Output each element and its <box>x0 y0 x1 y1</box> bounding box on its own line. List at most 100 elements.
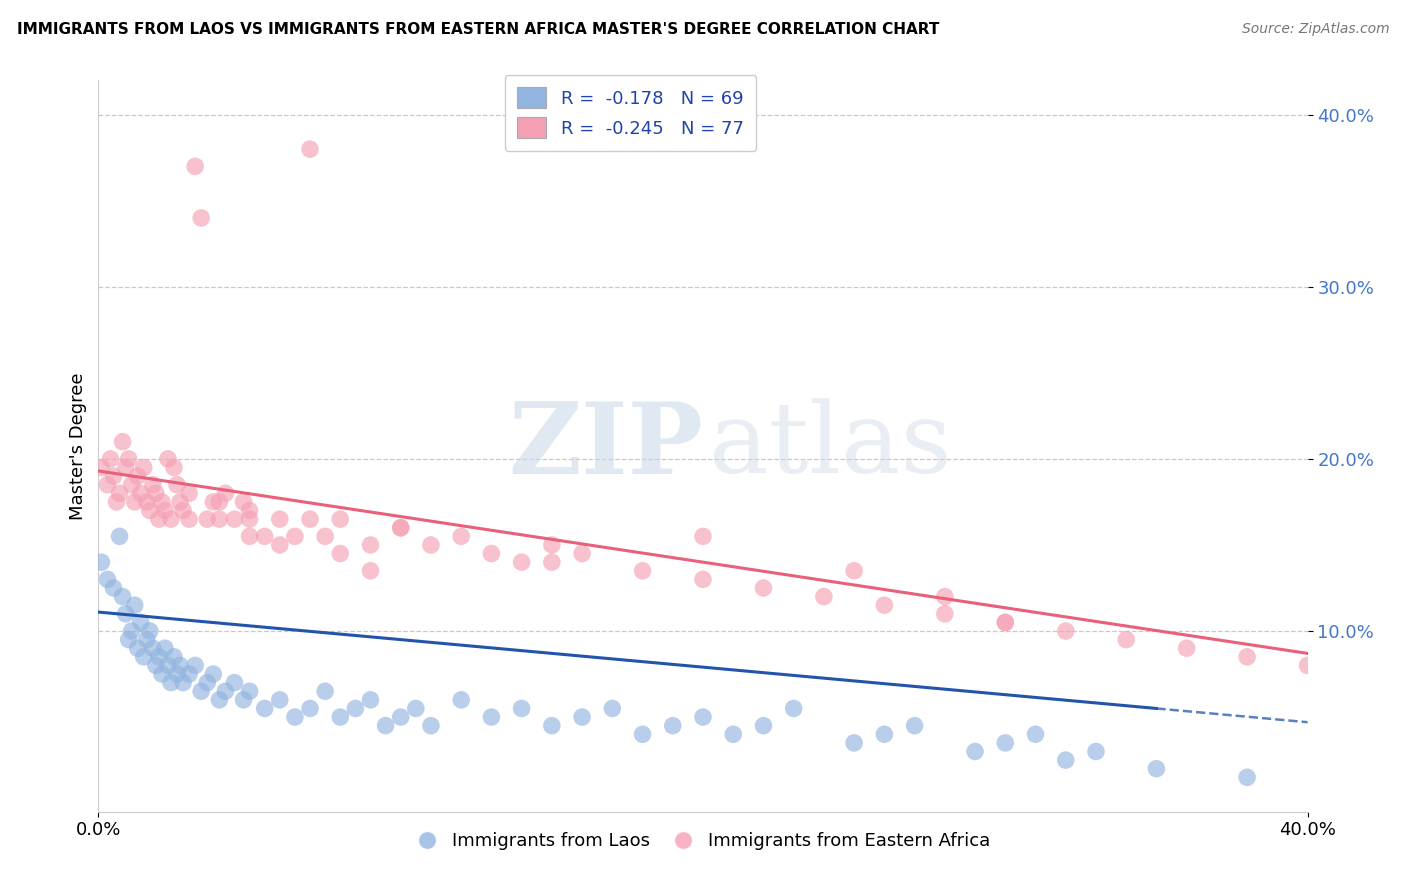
Point <box>172 675 194 690</box>
Point <box>360 538 382 552</box>
Point <box>195 512 218 526</box>
Point <box>124 495 146 509</box>
Point <box>1085 744 1108 758</box>
Point <box>105 495 128 509</box>
Point <box>284 710 307 724</box>
Point <box>269 693 291 707</box>
Point <box>571 547 593 561</box>
Point <box>360 564 382 578</box>
Point <box>150 667 173 681</box>
Point <box>118 451 141 466</box>
Point <box>692 710 714 724</box>
Point <box>129 615 152 630</box>
Point <box>232 495 254 509</box>
Point <box>103 581 125 595</box>
Point <box>450 529 472 543</box>
Point <box>631 727 654 741</box>
Point <box>723 727 745 741</box>
Point <box>602 701 624 715</box>
Point <box>148 512 170 526</box>
Point <box>1144 762 1167 776</box>
Point <box>481 710 503 724</box>
Legend: Immigrants from Laos, Immigrants from Eastern Africa: Immigrants from Laos, Immigrants from Ea… <box>409 825 997 857</box>
Point <box>202 667 225 681</box>
Point <box>239 529 262 543</box>
Point <box>145 658 167 673</box>
Point <box>329 547 352 561</box>
Point <box>184 658 207 673</box>
Point <box>129 486 152 500</box>
Point <box>405 701 427 715</box>
Point <box>148 649 170 664</box>
Point <box>132 649 155 664</box>
Point <box>160 675 183 690</box>
Point <box>269 512 291 526</box>
Point <box>450 693 472 707</box>
Point <box>121 624 143 638</box>
Point <box>114 607 136 621</box>
Point <box>873 598 896 612</box>
Point <box>904 719 927 733</box>
Point <box>169 495 191 509</box>
Point <box>1236 649 1258 664</box>
Point <box>103 469 125 483</box>
Point <box>96 477 118 491</box>
Point <box>150 495 173 509</box>
Point <box>184 159 207 173</box>
Point <box>224 512 246 526</box>
Point <box>934 590 956 604</box>
Point <box>510 701 533 715</box>
Text: Source: ZipAtlas.com: Source: ZipAtlas.com <box>1241 22 1389 37</box>
Text: ZIP: ZIP <box>508 398 703 494</box>
Point <box>873 727 896 741</box>
Point <box>1115 632 1137 647</box>
Point <box>190 211 212 225</box>
Point <box>934 607 956 621</box>
Point <box>299 512 322 526</box>
Point <box>692 529 714 543</box>
Point <box>269 538 291 552</box>
Point <box>172 503 194 517</box>
Point <box>190 684 212 698</box>
Point <box>156 451 179 466</box>
Point <box>179 512 201 526</box>
Point <box>389 710 412 724</box>
Point <box>374 719 396 733</box>
Point <box>135 495 157 509</box>
Point <box>114 460 136 475</box>
Point <box>1296 658 1319 673</box>
Point <box>139 503 162 517</box>
Point <box>121 477 143 491</box>
Point <box>510 555 533 569</box>
Point <box>127 641 149 656</box>
Text: IMMIGRANTS FROM LAOS VS IMMIGRANTS FROM EASTERN AFRICA MASTER'S DEGREE CORRELATI: IMMIGRANTS FROM LAOS VS IMMIGRANTS FROM … <box>17 22 939 37</box>
Point <box>111 434 134 449</box>
Point <box>208 693 231 707</box>
Point <box>631 564 654 578</box>
Point <box>299 701 322 715</box>
Point <box>844 564 866 578</box>
Y-axis label: Master's Degree: Master's Degree <box>69 372 87 520</box>
Point <box>299 142 322 156</box>
Point <box>389 521 412 535</box>
Point <box>314 684 336 698</box>
Point <box>96 573 118 587</box>
Point <box>420 719 443 733</box>
Point <box>692 573 714 587</box>
Point <box>166 667 188 681</box>
Point <box>108 486 131 500</box>
Point <box>208 495 231 509</box>
Point <box>179 667 201 681</box>
Point <box>783 701 806 715</box>
Point <box>1054 624 1077 638</box>
Point <box>540 555 562 569</box>
Point <box>540 538 562 552</box>
Point <box>156 658 179 673</box>
Text: atlas: atlas <box>709 398 952 494</box>
Point <box>224 675 246 690</box>
Point <box>239 503 262 517</box>
Point <box>163 649 186 664</box>
Point <box>571 710 593 724</box>
Point <box>314 529 336 543</box>
Point <box>1054 753 1077 767</box>
